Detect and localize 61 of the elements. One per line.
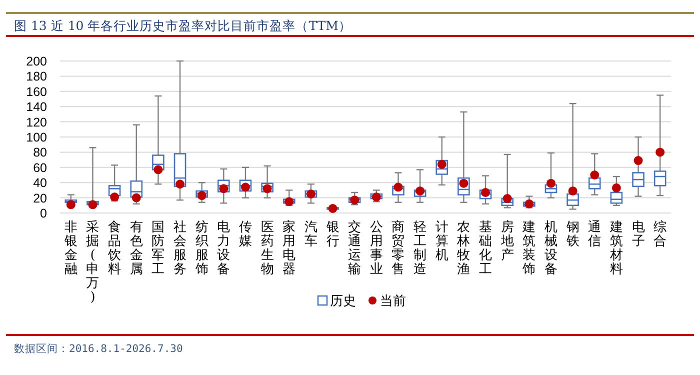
x-tick-label: 机械设备 [544,220,558,277]
point [328,204,338,213]
point [568,186,578,196]
x-tick-label: 钢铁 [565,220,580,249]
x-tick-label: 商贸零售 [392,220,405,277]
x-tick-label: 建筑材料 [608,220,623,277]
x-tick-label: 医药生物 [260,220,274,277]
x-tick-label: 房地产 [500,219,514,263]
point [372,192,381,202]
point [66,200,76,210]
x-tick-label: 建筑装饰 [522,220,536,277]
title: 图 13 近 10 年各行业历史市盈率对比目前市盈率（TTM） [14,18,352,33]
x-tick-label: 有色金属 [130,220,143,277]
y-tick-label: 160 [26,84,48,99]
point [88,200,98,210]
x-tick-label: 基础化工 [478,220,492,277]
legend-label: 当前 [380,294,406,309]
x-tick-label: 家用电器 [282,219,296,277]
x-tick-label: 社会服务 [174,220,187,277]
text: 数据区间：2016.8.1-2026.7.30 [14,343,183,355]
legend-label: 历史 [330,294,356,309]
y-tick-label: 80 [33,146,48,160]
y-tick-label: 0 [40,206,48,220]
x-tick-label: 纺织服饰 [194,220,208,277]
point [502,194,512,204]
x-tick-label: 银行 [325,220,340,249]
y-tick-label: 100 [26,130,48,144]
x-tick-label: 轻工制造 [414,220,427,277]
x-tick-label: 国防军工 [152,220,165,277]
x-tick-label: 计算机 [435,220,448,263]
x-tick-label: 农林牧渔 [456,220,470,277]
point [197,191,206,200]
x-tick-label: 通信 [588,220,602,249]
x-tick-label: 综合 [654,220,667,249]
point [154,165,163,174]
point [634,156,643,166]
point [284,197,294,206]
x-tick-label: 汽车 [304,220,318,249]
x-tick-label: 传媒 [238,220,252,249]
point [546,178,556,188]
y-tick-label: 120 [26,115,48,130]
point [590,170,600,180]
x-tick-label: 非银金融 [63,220,78,277]
y-tick-label: 60 [33,160,48,175]
x-tick-label: 交通运输 [348,219,362,277]
point [524,199,534,208]
x-tick-label: 电子 [632,220,645,249]
point [416,186,425,196]
point [612,183,621,192]
x-tick-label: 食品饮料 [107,220,122,277]
x-tick-label: 公用事业 [370,220,383,277]
x-tick-label: 电力设备 [217,220,230,277]
x-tick-label: 采掘(申万) [86,220,100,305]
y-tick-label: 180 [26,70,48,84]
point [656,148,665,157]
point [110,192,120,202]
point [394,182,403,192]
y-tick-label: 140 [26,100,48,114]
y-tick-label: 40 [33,176,48,190]
y-tick-label: 200 [26,54,48,68]
y-tick-label: 20 [33,191,48,206]
